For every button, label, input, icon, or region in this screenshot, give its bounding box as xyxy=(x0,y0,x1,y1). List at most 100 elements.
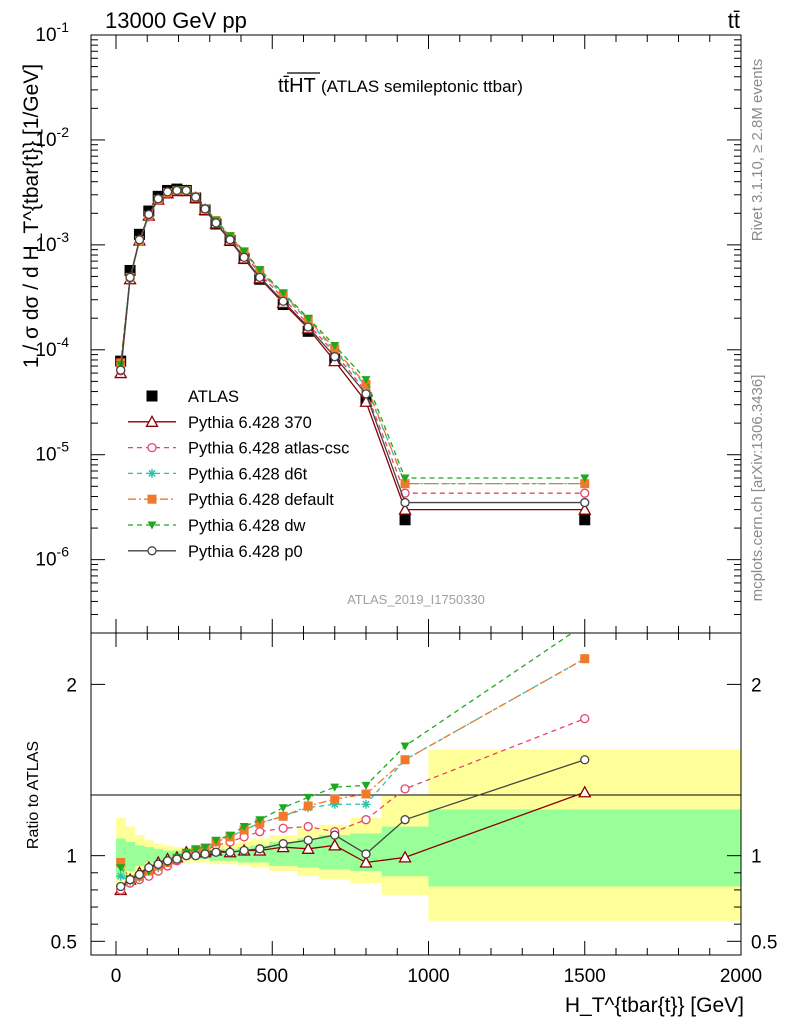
legend-marker xyxy=(145,414,159,427)
ratio-point xyxy=(400,742,410,751)
legend-label: ATLAS xyxy=(188,388,239,406)
top-y-tick-label: 10-6 xyxy=(35,544,69,571)
data-point xyxy=(191,192,201,202)
ratio-plot-panel: 0.5 0.5 1 1 2 2 0 500 1000 1500 2000 Ratio to ATLA… xyxy=(25,632,777,1017)
ratio-point xyxy=(144,862,154,873)
legend-entry-2: Pythia 6.428 atlas-csc xyxy=(128,440,349,458)
ratio-point xyxy=(191,851,201,861)
ratio-point xyxy=(580,654,590,664)
x-tick-label: 1500 xyxy=(564,966,606,987)
ratio-point xyxy=(303,793,313,802)
ratio-point xyxy=(125,874,135,885)
data-point xyxy=(578,502,592,515)
data-point xyxy=(361,389,371,399)
ratio-point xyxy=(578,785,592,798)
data-point xyxy=(399,514,411,526)
legend-entry-4: Pythia 6.428 default xyxy=(128,491,334,509)
band-green xyxy=(134,845,145,866)
ratio-point xyxy=(400,815,410,825)
data-point xyxy=(398,502,412,515)
data-point xyxy=(580,488,590,498)
series-5 xyxy=(116,186,590,483)
ratio-point xyxy=(303,821,313,832)
ratio-point xyxy=(211,847,221,857)
ratio-point xyxy=(400,755,410,765)
main-plot-panel: 10-610-510-410-310-210-1 tt̄HT (ATLAS se… xyxy=(20,19,742,634)
data-point xyxy=(579,514,591,526)
ratio-point xyxy=(398,850,412,863)
ratio-point xyxy=(200,849,210,859)
ratio-point xyxy=(330,799,340,809)
tick-base: 10 xyxy=(35,235,56,256)
ratio-point xyxy=(330,783,340,792)
legend-label: Pythia 6.428 dw xyxy=(188,517,305,535)
data-point xyxy=(211,218,221,228)
tick-base: 10 xyxy=(35,550,56,571)
legend: ATLAS Pythia 6.428 370 Pythia 6.428 atlas-… xyxy=(128,388,349,561)
top-y-axis-label: 1 / σ dσ / d H_T^{tbar{t}} [1/GeV] xyxy=(20,64,43,368)
top-y-tick-label: 10-2 xyxy=(35,124,69,151)
ratio-point xyxy=(225,831,235,840)
data-point xyxy=(303,322,313,332)
ratio-point xyxy=(172,854,182,864)
ratio-point xyxy=(303,801,313,811)
ratio-series-5 xyxy=(116,755,590,892)
data-point xyxy=(580,474,590,483)
plot-title: tt̄HT (ATLAS semileptonic ttbar) xyxy=(278,75,523,97)
ratio-y-tick-label-right: 2 xyxy=(751,675,762,696)
tick-base: 10 xyxy=(35,445,56,466)
data-point xyxy=(580,497,590,508)
x-tick-label: 2000 xyxy=(720,966,762,987)
ratio-point xyxy=(200,843,210,852)
top-y-tick-label: 10-5 xyxy=(35,439,69,466)
data-point xyxy=(144,209,154,220)
data-point xyxy=(278,296,288,306)
tick-exponent: -5 xyxy=(57,439,70,455)
data-point xyxy=(255,266,265,275)
ratio-point xyxy=(225,847,235,857)
data-point xyxy=(330,352,340,362)
ratio-point xyxy=(191,845,201,854)
ratio-point xyxy=(255,844,265,854)
ratio-line xyxy=(120,718,585,891)
data-point xyxy=(361,379,371,389)
legend-marker xyxy=(146,390,158,402)
ratio-point xyxy=(330,830,340,840)
ratio-point xyxy=(255,816,265,825)
ratio-point xyxy=(116,881,126,892)
series-6 xyxy=(116,185,590,508)
legend-label: Pythia 6.428 atlas-csc xyxy=(188,440,349,458)
ratio-point xyxy=(255,827,265,837)
ratio-point xyxy=(328,838,342,851)
ratio-point xyxy=(580,713,590,724)
energy-label: 13000 GeV pp xyxy=(105,8,247,33)
tick-exponent: -6 xyxy=(57,544,70,560)
data-point xyxy=(239,252,249,263)
legend-marker xyxy=(147,546,157,556)
data-point xyxy=(580,479,590,489)
band-green xyxy=(144,847,154,863)
data-point xyxy=(116,365,126,375)
ratio-series xyxy=(114,633,592,896)
data-point xyxy=(172,185,182,196)
ratio-point xyxy=(278,839,288,849)
ratio-point xyxy=(301,841,315,854)
ratio-y-tick-label-left: 2 xyxy=(66,675,77,696)
ratio-point xyxy=(303,835,313,845)
data-point xyxy=(400,497,410,508)
legend-entry-1: Pythia 6.428 370 xyxy=(128,414,312,432)
ratio-point xyxy=(278,823,288,833)
legend-marker xyxy=(147,494,157,504)
data-point xyxy=(303,314,313,323)
band-green xyxy=(153,848,164,861)
x-tick-label: 1000 xyxy=(407,966,449,987)
ratio-plot-frame xyxy=(90,632,742,956)
ratio-y-axis-label: Ratio to ATLAS xyxy=(25,741,42,849)
main-plot-ticks: 10-610-510-410-310-210-1 xyxy=(35,19,742,634)
data-point xyxy=(330,341,340,350)
data-point xyxy=(361,376,371,385)
legend-entry-3: Pythia 6.428 d6t xyxy=(128,465,308,483)
ratio-point xyxy=(361,799,371,809)
legend-entry-5: Pythia 6.428 dw xyxy=(128,517,305,535)
ratio-point xyxy=(580,755,590,765)
